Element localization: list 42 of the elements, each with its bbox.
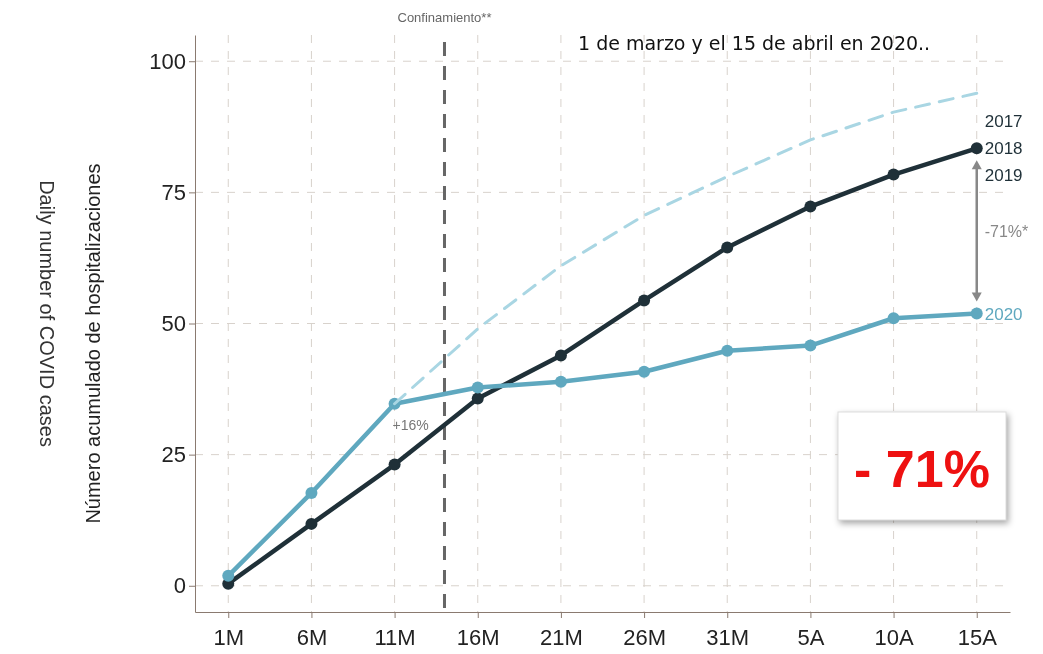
x-tick-label: 26M bbox=[623, 625, 666, 651]
x-tick-label: 1M bbox=[213, 625, 245, 651]
x-tick-label: 16M bbox=[456, 625, 500, 651]
y-tick-label: 50 bbox=[161, 311, 186, 337]
y-tick-label: 25 bbox=[161, 442, 186, 468]
point bbox=[887, 312, 900, 325]
point bbox=[471, 392, 484, 405]
y-tick-label: 75 bbox=[161, 179, 186, 205]
annotation: -71%* bbox=[984, 222, 1029, 240]
point bbox=[305, 517, 318, 530]
y-tick-label: 100 bbox=[149, 48, 186, 74]
chart-title: 1 de marzo y el 15 de abril en 2020.. bbox=[578, 32, 931, 54]
y-axis-title: Número acumulado de hospitalizaciones bbox=[82, 163, 104, 524]
annotation: - 71% bbox=[854, 440, 990, 498]
text: Daily number of COVID cases bbox=[36, 180, 58, 447]
series-label: 2020 bbox=[984, 304, 1023, 324]
point bbox=[222, 569, 235, 582]
x-tick-label: 11M bbox=[374, 625, 416, 651]
point bbox=[638, 294, 651, 307]
series-label: 2017 2018 2019 bbox=[984, 112, 1023, 186]
point bbox=[388, 458, 401, 471]
annotation: +16% bbox=[392, 416, 429, 433]
ref-line-label: Confinamiento** bbox=[397, 10, 492, 25]
point bbox=[471, 381, 484, 394]
point bbox=[970, 307, 983, 320]
point bbox=[804, 200, 817, 213]
x-tick-label: 15A bbox=[957, 625, 998, 651]
x-tick-label: 21M bbox=[540, 625, 583, 651]
point bbox=[554, 375, 567, 388]
point bbox=[887, 168, 900, 181]
x-tick-label: 6M bbox=[296, 625, 328, 651]
point bbox=[305, 486, 318, 499]
x-tick-label: 5A bbox=[797, 625, 825, 651]
point bbox=[970, 142, 983, 155]
y-tick-label: 0 bbox=[173, 573, 186, 599]
point bbox=[554, 349, 567, 362]
point bbox=[804, 339, 817, 352]
x-tick-label: 31M bbox=[706, 625, 750, 651]
point bbox=[638, 365, 651, 378]
point bbox=[721, 241, 734, 254]
x-tick-label: 10A bbox=[874, 625, 914, 651]
point bbox=[721, 344, 734, 357]
